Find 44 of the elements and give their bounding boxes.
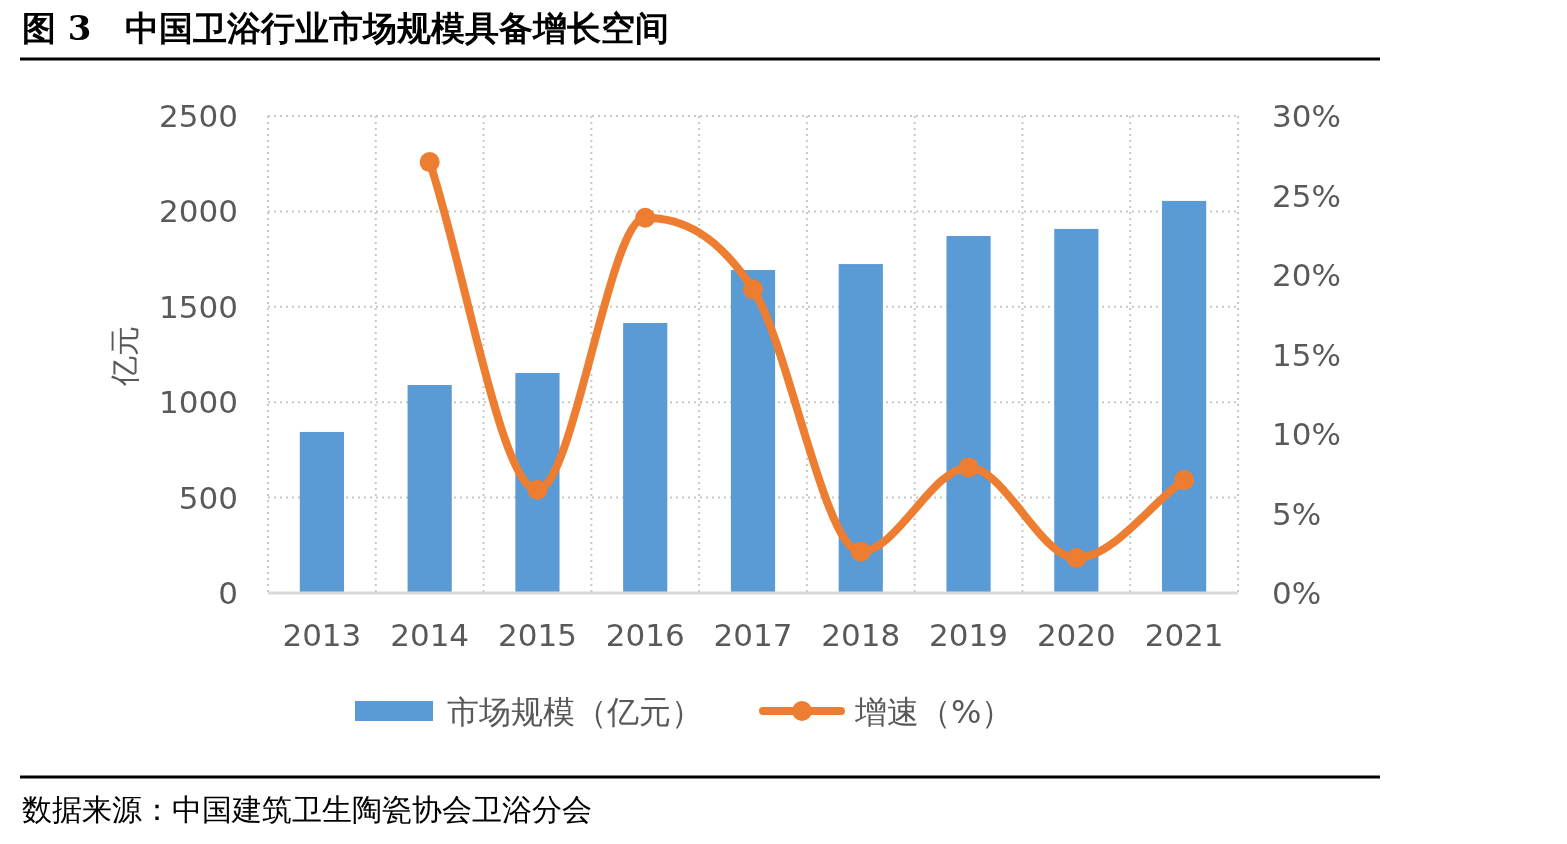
point	[1066, 548, 1087, 569]
bar	[623, 323, 668, 593]
x-tick-label: 2017	[713, 617, 793, 653]
y2-tick-label: 25%	[1272, 177, 1341, 214]
bar	[730, 269, 776, 593]
point	[527, 479, 548, 500]
y2-tick-label: 30%	[1272, 98, 1341, 134]
bar	[1162, 200, 1207, 593]
bar	[515, 373, 560, 593]
point	[419, 152, 440, 173]
bar	[946, 236, 991, 593]
y2-tick-label: 5%	[1272, 495, 1322, 532]
bar	[407, 385, 452, 593]
y-tick-label: 1000	[159, 384, 238, 421]
y-tick-label: 2000	[159, 193, 238, 230]
x-tick-label: 2014	[390, 617, 470, 653]
point	[850, 541, 871, 562]
x-tick-label: 2019	[929, 617, 1009, 653]
y-tick-label: 2500	[159, 98, 238, 134]
point	[635, 207, 656, 228]
x-tick-label: 2013	[282, 617, 362, 653]
y2-tick-label: 15%	[1272, 336, 1341, 373]
legend-label: 市场规模（亿元）	[447, 693, 703, 731]
point	[743, 279, 763, 300]
x-tick-label: 2018	[821, 617, 901, 653]
bar	[1054, 228, 1099, 593]
chart-title: 图 3 中国卫浴行业市场规模具备增长空间	[22, 8, 670, 48]
y-tick-label: 0	[218, 575, 238, 611]
y-tick-label: 500	[178, 479, 238, 516]
bar	[838, 264, 883, 593]
x-tick-label: 2016	[605, 617, 685, 653]
y-axis-title: 亿元	[107, 326, 142, 387]
y2-tick-label: 0%	[1272, 575, 1322, 611]
legend-label: 增速（%）	[854, 693, 1014, 731]
source-note: 数据来源：中国建筑卫生陶瓷协会卫浴分会	[22, 792, 592, 827]
y2-tick-label: 10%	[1272, 416, 1341, 452]
x-tick-label: 2020	[1036, 617, 1116, 653]
x-tick-label: 2015	[497, 617, 577, 653]
point	[958, 457, 979, 478]
point	[1174, 470, 1195, 491]
bar	[299, 431, 344, 593]
y-tick-label: 1500	[159, 288, 238, 325]
y2-tick-label: 20%	[1272, 257, 1341, 293]
x-tick-label: 2021	[1144, 617, 1224, 653]
